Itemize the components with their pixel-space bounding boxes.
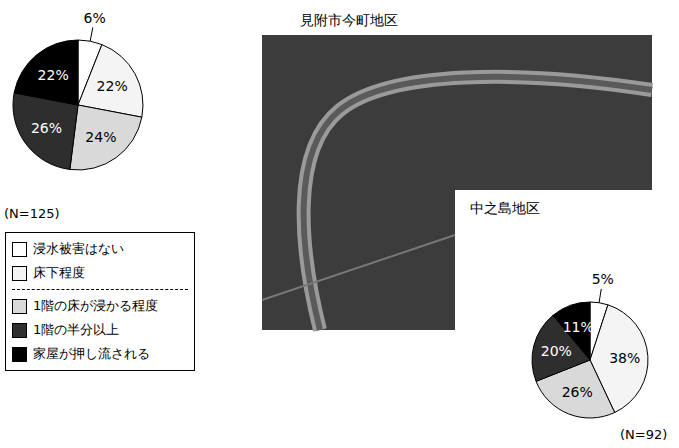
svg-text:26%: 26% xyxy=(31,120,62,136)
html-text:(N=125): (N=125) xyxy=(4,206,60,221)
html-text:1階の半分以上: 1階の半分以上 xyxy=(33,322,120,337)
html-text:(N=92): (N=92) xyxy=(620,427,668,442)
svg-text:22%: 22% xyxy=(38,67,69,83)
html-text:家屋が押し流される: 家屋が押し流される xyxy=(33,346,150,361)
svg-text:26%: 26% xyxy=(562,384,593,400)
svg-text:22%: 22% xyxy=(97,78,128,94)
html-text:床下程度: 床下程度 xyxy=(33,265,85,280)
html-text:見附市今町地区: 見附市今町地区 xyxy=(300,12,398,28)
svg-text:6%: 6% xyxy=(84,10,106,26)
svg-text:38%: 38% xyxy=(609,350,640,366)
html-text:1階の床が浸かる程度: 1階の床が浸かる程度 xyxy=(33,298,159,313)
svg-text:20%: 20% xyxy=(541,343,572,359)
html-text:中之島地区: 中之島地区 xyxy=(470,200,540,216)
html-text:浸水被害はない: 浸水被害はない xyxy=(33,241,124,256)
svg-text:11%: 11% xyxy=(563,319,594,335)
svg-text:24%: 24% xyxy=(85,129,116,145)
svg-text:5%: 5% xyxy=(592,271,614,287)
